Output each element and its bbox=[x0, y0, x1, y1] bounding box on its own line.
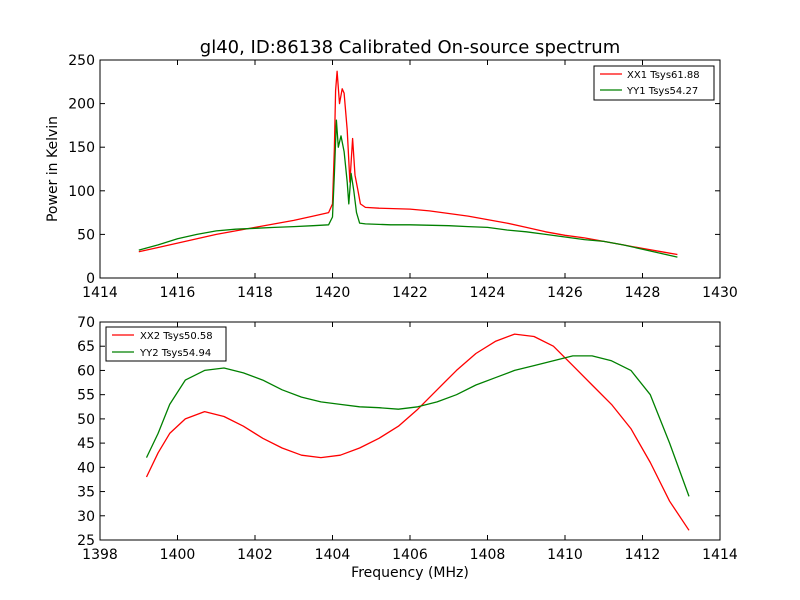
bottom-xtick-label: 1414 bbox=[702, 547, 738, 563]
top-xtick-label: 1424 bbox=[470, 285, 506, 301]
top-plot-legend-box bbox=[593, 65, 715, 101]
bottom-plot-axes-frame bbox=[99, 321, 721, 541]
bottom-series-line-yy bbox=[145, 355, 690, 497]
top-series-line-xx bbox=[138, 70, 678, 256]
bottom-xtick-label: 1402 bbox=[237, 547, 273, 563]
top-xtick-label: 1430 bbox=[702, 285, 738, 301]
bottom-ytick-label: 25 bbox=[77, 533, 95, 549]
bottom-xtick-label: 1410 bbox=[547, 547, 583, 563]
bottom-ytick-label: 45 bbox=[77, 436, 95, 452]
top-ytick-label: 100 bbox=[68, 184, 95, 200]
legend-label-yy1: YY1 Tsys54.27 bbox=[626, 86, 698, 97]
bottom-plot-xlabel: Frequency (MHz) bbox=[351, 565, 469, 581]
bottom-ytick-label: 40 bbox=[77, 460, 95, 476]
top-xtick-label: 1428 bbox=[625, 285, 661, 301]
top-plot-ylabel: Power in Kelvin bbox=[45, 116, 61, 222]
top-plot-ticks: 1414 1416 1418 1420 1422 1424 1426 1428 1430 0 50 1… bbox=[68, 53, 738, 301]
bottom-xtick-label: 1406 bbox=[392, 547, 428, 563]
bottom-ytick-label: 50 bbox=[77, 412, 95, 428]
bottom-ytick-label: 65 bbox=[77, 339, 95, 355]
top-ytick-label: 50 bbox=[77, 227, 95, 243]
bottom-xtick-label: 1408 bbox=[470, 547, 506, 563]
bottom-ytick-label: 55 bbox=[77, 388, 95, 404]
legend-label-xx1: XX1 Tsys61.88 bbox=[627, 70, 700, 81]
top-xtick-label: 1416 bbox=[160, 285, 196, 301]
bottom-plot: 1398 1400 1402 1404 1406 1408 1410 1412 1414 25 30… bbox=[77, 315, 738, 581]
top-xtick-label: 1414 bbox=[82, 285, 118, 301]
top-xtick-label: 1426 bbox=[547, 285, 583, 301]
top-ytick-label: 250 bbox=[68, 53, 95, 69]
top-ytick-label: 0 bbox=[86, 271, 95, 287]
bottom-plot-legend: XX2 Tsys50.58 YY2 Tsys54.94 bbox=[105, 326, 227, 362]
bottom-series-line-xx bbox=[145, 333, 690, 531]
bottom-xtick-label: 1412 bbox=[625, 547, 661, 563]
bottom-ytick-label: 70 bbox=[77, 315, 95, 331]
bottom-ytick-label: 35 bbox=[77, 485, 95, 501]
top-xtick-label: 1418 bbox=[237, 285, 273, 301]
top-ytick-label: 150 bbox=[68, 140, 95, 156]
legend-label-xx2: XX2 Tsys50.58 bbox=[140, 331, 213, 342]
bottom-plot-legend-box bbox=[105, 326, 227, 362]
bottom-ytick-label: 30 bbox=[77, 509, 95, 525]
top-ytick-label: 200 bbox=[68, 97, 95, 113]
top-xtick-label: 1422 bbox=[392, 285, 428, 301]
bottom-xtick-label: 1400 bbox=[160, 547, 196, 563]
bottom-plot-series bbox=[145, 333, 690, 531]
top-series-line-yy bbox=[138, 119, 678, 258]
legend-label-yy2: YY2 Tsys54.94 bbox=[139, 348, 211, 359]
bottom-xtick-label: 1398 bbox=[82, 547, 118, 563]
top-plot-legend: XX1 Tsys61.88 YY1 Tsys54.27 bbox=[593, 65, 715, 101]
bottom-xtick-label: 1404 bbox=[315, 547, 351, 563]
top-plot: gl40, ID:86138 Calibrated On-source spec… bbox=[45, 37, 738, 301]
top-plot-series bbox=[138, 70, 678, 258]
top-plot-axes-frame bbox=[99, 59, 721, 279]
top-xtick-label: 1420 bbox=[315, 285, 351, 301]
bottom-ytick-label: 60 bbox=[77, 363, 95, 379]
top-plot-title: gl40, ID:86138 Calibrated On-source spec… bbox=[200, 37, 620, 58]
